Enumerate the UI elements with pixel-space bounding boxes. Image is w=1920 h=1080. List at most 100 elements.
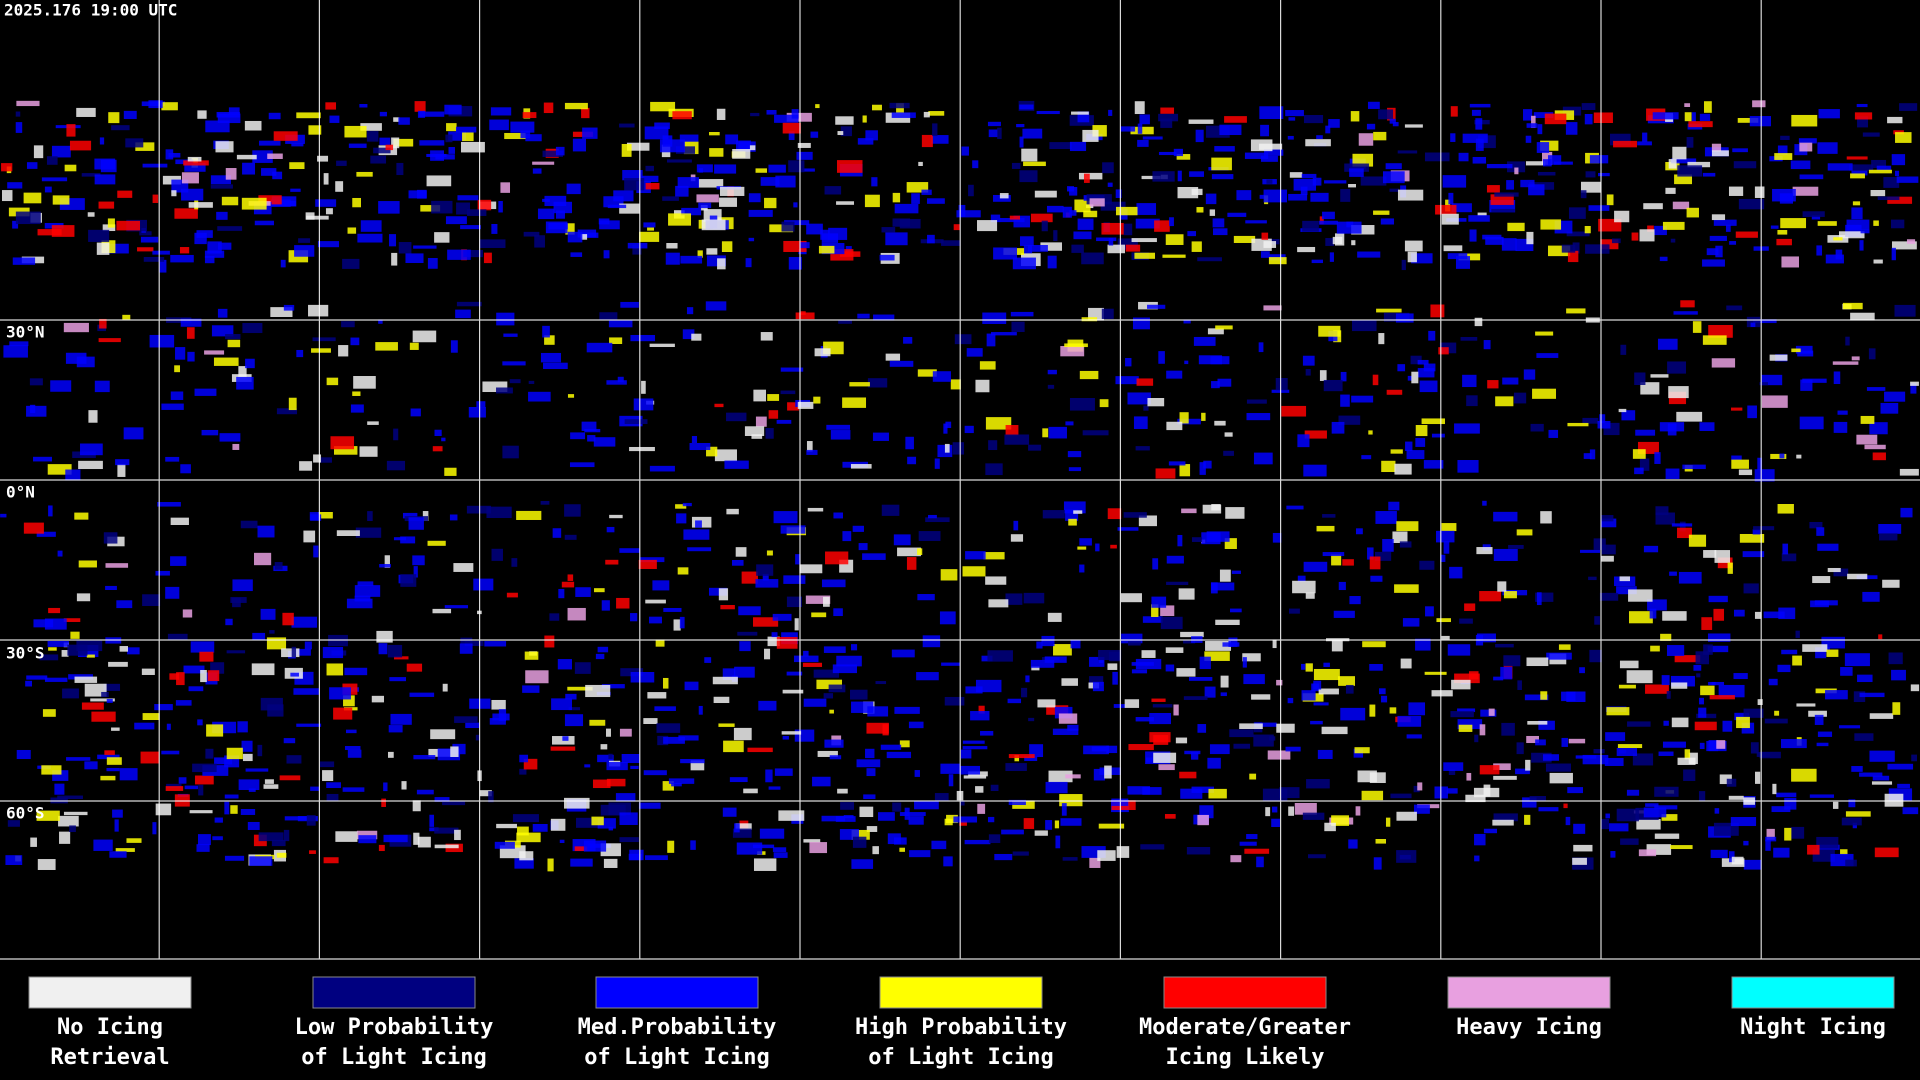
icing-patch bbox=[1145, 757, 1153, 763]
icing-patch bbox=[347, 749, 362, 758]
icing-patch bbox=[379, 111, 387, 117]
icing-patch bbox=[207, 670, 220, 682]
icing-patch bbox=[630, 765, 639, 770]
icing-patch bbox=[387, 751, 394, 758]
icing-patch bbox=[170, 517, 189, 525]
icing-patch bbox=[429, 827, 439, 832]
icing-patch bbox=[690, 840, 696, 850]
icing-patch bbox=[1535, 331, 1554, 336]
icing-patch bbox=[444, 104, 462, 115]
icing-patch bbox=[447, 249, 471, 260]
icing-patch bbox=[1781, 553, 1797, 562]
icing-patch bbox=[1474, 317, 1483, 327]
icing-patch bbox=[303, 530, 316, 543]
icing-patch bbox=[562, 736, 569, 741]
icing-patch bbox=[252, 150, 273, 163]
icing-patch bbox=[1305, 139, 1331, 147]
icing-patch bbox=[979, 361, 996, 370]
icing-patch bbox=[1108, 238, 1114, 246]
icing-patch bbox=[988, 440, 998, 451]
icing-patch bbox=[641, 175, 659, 182]
icing-patch bbox=[59, 831, 71, 844]
icing-patch bbox=[889, 102, 910, 109]
icing-patch bbox=[1618, 684, 1636, 689]
icing-patch bbox=[1395, 313, 1414, 323]
icing-patch bbox=[1160, 616, 1183, 630]
icing-patch bbox=[1137, 123, 1143, 134]
icing-patch bbox=[23, 522, 44, 534]
icing-patch bbox=[379, 137, 391, 146]
icing-patch bbox=[944, 696, 965, 706]
icing-patch bbox=[1061, 678, 1078, 686]
icing-patch bbox=[494, 841, 515, 849]
icing-patch bbox=[117, 464, 126, 477]
icing-patch bbox=[186, 327, 195, 339]
icing-patch bbox=[509, 379, 521, 384]
icing-patch bbox=[306, 215, 329, 220]
icing-patch bbox=[1184, 750, 1201, 755]
icing-patch bbox=[1458, 724, 1473, 732]
icing-patch bbox=[181, 188, 204, 201]
icing-patch bbox=[1502, 377, 1519, 385]
icing-patch bbox=[1117, 527, 1139, 531]
icing-patch bbox=[1019, 136, 1024, 148]
icing-patch bbox=[566, 183, 581, 195]
icing-patch bbox=[986, 333, 996, 347]
icing-patch bbox=[419, 140, 445, 146]
icing-patch bbox=[511, 558, 518, 567]
icing-patch bbox=[833, 512, 843, 519]
icing-patch bbox=[1378, 109, 1394, 120]
icing-patch bbox=[66, 757, 91, 761]
icing-patch bbox=[714, 449, 737, 462]
icing-patch bbox=[925, 517, 950, 523]
icing-patch bbox=[1487, 380, 1499, 389]
icing-patch bbox=[1542, 754, 1560, 761]
legend-label: No Icing bbox=[57, 1015, 163, 1040]
icing-patch bbox=[155, 803, 172, 816]
icing-patch bbox=[352, 391, 361, 396]
icing-patch bbox=[267, 704, 284, 717]
icing-patch bbox=[1527, 721, 1548, 725]
icing-patch bbox=[1386, 389, 1403, 395]
icing-patch bbox=[1446, 788, 1458, 794]
icing-patch bbox=[1668, 386, 1689, 399]
icing-patch bbox=[496, 823, 517, 829]
icing-patch bbox=[1790, 160, 1811, 170]
icing-patch bbox=[1141, 650, 1156, 658]
icing-patch bbox=[985, 417, 1012, 430]
icing-patch bbox=[1772, 783, 1777, 795]
icing-patch bbox=[102, 224, 116, 232]
icing-patch bbox=[184, 785, 199, 790]
icing-patch bbox=[264, 779, 274, 784]
icing-patch bbox=[48, 607, 61, 614]
icing-patch bbox=[1754, 186, 1765, 198]
icing-patch bbox=[1659, 256, 1668, 262]
icing-patch bbox=[701, 219, 726, 231]
icing-patch bbox=[1142, 787, 1162, 795]
icing-patch bbox=[359, 446, 378, 457]
icing-patch bbox=[210, 175, 231, 185]
icing-patch bbox=[1629, 611, 1653, 624]
icing-patch bbox=[127, 647, 140, 655]
icing-patch bbox=[1678, 571, 1702, 584]
icing-patch bbox=[311, 348, 331, 353]
icing-patch bbox=[1584, 225, 1591, 234]
icing-patch bbox=[98, 201, 115, 209]
icing-patch bbox=[101, 691, 109, 697]
icing-patch bbox=[982, 312, 1007, 325]
icing-patch bbox=[1116, 846, 1130, 858]
icing-patch bbox=[502, 445, 519, 459]
icing-patch bbox=[344, 667, 368, 676]
icing-patch bbox=[843, 815, 854, 819]
icing-patch bbox=[212, 721, 237, 734]
icing-patch bbox=[581, 107, 590, 119]
icing-patch bbox=[706, 255, 726, 267]
icing-patch bbox=[1589, 155, 1609, 164]
icing-patch bbox=[1417, 368, 1435, 378]
icing-patch bbox=[1731, 856, 1744, 865]
icing-patch bbox=[1135, 218, 1160, 229]
icing-patch bbox=[1310, 192, 1329, 202]
icing-patch bbox=[175, 700, 192, 706]
icing-patch bbox=[1702, 335, 1727, 345]
icing-patch bbox=[675, 146, 696, 154]
